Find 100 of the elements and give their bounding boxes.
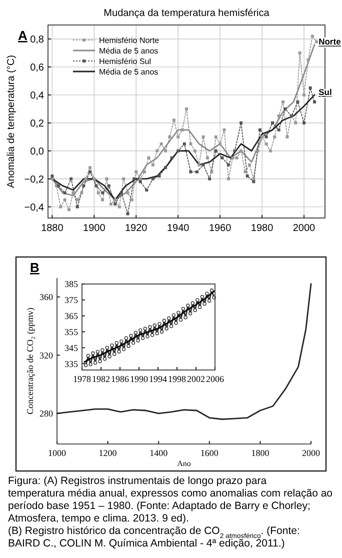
- point: [164, 166, 168, 170]
- x-tick-label: 1920: [125, 223, 148, 234]
- x-tick-label: 1980: [250, 223, 274, 234]
- point: [76, 205, 79, 208]
- point: [258, 128, 262, 132]
- point: [207, 298, 212, 303]
- y-tick-label: 0,0: [30, 146, 44, 158]
- chart-title: Mudança da temperatura hemisférica: [104, 8, 270, 19]
- point: [50, 174, 54, 178]
- point: [131, 341, 136, 345]
- x-tick-label: 1960: [208, 223, 232, 234]
- point: [124, 336, 128, 340]
- y-tick-label: 360: [40, 292, 54, 302]
- x-tick-label: 1000: [48, 448, 66, 458]
- x-tick-label: 1994: [149, 374, 168, 384]
- y-tick-label: 385: [64, 279, 78, 290]
- point: [126, 212, 130, 216]
- point: [167, 316, 171, 320]
- point: [174, 321, 178, 325]
- legend-label: Média de 5 anos: [99, 68, 158, 76]
- point: [146, 334, 150, 338]
- point: [214, 149, 218, 152]
- point: [208, 177, 212, 180]
- x-tick-label: 1600: [200, 448, 219, 458]
- x-tick-label: 1800: [251, 448, 270, 458]
- y-axis-title: Concentração de CO₂ (ppmv): [25, 308, 35, 414]
- x-tick-label: 1400: [150, 448, 168, 458]
- point: [169, 324, 174, 328]
- point: [240, 121, 243, 124]
- point: [88, 362, 92, 366]
- point: [220, 156, 224, 160]
- point: [196, 298, 200, 302]
- point: [182, 142, 186, 146]
- point: [101, 191, 104, 194]
- point: [202, 163, 205, 166]
- x-tick-label: 1978: [73, 374, 92, 384]
- x-tick-label: 2006: [206, 374, 224, 384]
- point: [188, 312, 192, 316]
- legend-label: Hemisfério Sul: [99, 57, 152, 66]
- point: [107, 184, 110, 188]
- point: [205, 292, 209, 296]
- point: [136, 338, 140, 342]
- y-tick-label: 345: [64, 342, 78, 353]
- point: [308, 86, 312, 90]
- point: [114, 341, 119, 345]
- point: [84, 363, 88, 368]
- point: [114, 202, 117, 206]
- point: [96, 350, 100, 354]
- point: [178, 318, 183, 322]
- point: [145, 188, 148, 192]
- x-tick-label: 1880: [41, 223, 64, 234]
- point: [140, 336, 145, 340]
- point: [98, 359, 102, 364]
- x-tick-label: 2000: [302, 448, 320, 458]
- point: [170, 156, 174, 160]
- point: [151, 177, 154, 180]
- point: [86, 354, 90, 358]
- point: [100, 348, 104, 352]
- point: [233, 149, 236, 152]
- point: [193, 308, 197, 312]
- point: [138, 328, 142, 332]
- y-tick-label: 0,8: [30, 34, 44, 46]
- y-tick-label: 355: [64, 326, 78, 337]
- point: [112, 352, 116, 356]
- point: [302, 121, 306, 124]
- y-tick-label: 365: [64, 311, 78, 321]
- text: Figura: (A) Registros instrumentais de longo prazo para temperatura média anual, expressos como anomalias com relação ao período base 1951 – 1980. (Fonte: Adaptado de Barry e Chorley; Atmosfera, tempo e clima. 2013. 9 ed).: [8, 475, 333, 524]
- point: [202, 302, 206, 306]
- point: [132, 177, 136, 180]
- point: [148, 325, 152, 329]
- x-tick-label: 1998: [168, 374, 186, 384]
- point: [129, 334, 133, 338]
- point: [313, 100, 316, 104]
- point: [91, 351, 95, 356]
- y-tick-label: 335: [64, 358, 78, 369]
- x-tick-label: 1200: [98, 448, 118, 458]
- point: [158, 174, 161, 178]
- point: [152, 324, 157, 328]
- point: [120, 339, 124, 344]
- point: [277, 128, 280, 132]
- point: [164, 326, 168, 330]
- point: [108, 354, 112, 358]
- x-tick-label: 1982: [92, 374, 110, 384]
- legend-label: Média de 5 anos: [99, 46, 158, 56]
- point: [120, 191, 123, 194]
- point: [160, 330, 164, 334]
- point: [172, 313, 176, 317]
- point: [105, 346, 110, 350]
- y-tick-label: 0,6: [30, 62, 44, 74]
- point: [198, 305, 202, 309]
- point: [210, 288, 214, 292]
- x-tick-label: 2002: [187, 374, 205, 384]
- point: [102, 357, 107, 361]
- y-axis-title: Anomalia de temperatura (°C): [6, 55, 17, 188]
- text: (B) Registro histórico da concentração de CO$_{2 atmosférico}$. (Fonte: BAIRD C., COLIN M. Química Ambiental - 4ª edição, 2011.): [8, 525, 300, 550]
- point: [186, 304, 190, 308]
- point: [126, 344, 130, 348]
- x-tick-label: 1990: [130, 374, 148, 384]
- y-tick-label: 0,4: [30, 90, 44, 102]
- x-tick-label: 1940: [166, 223, 190, 234]
